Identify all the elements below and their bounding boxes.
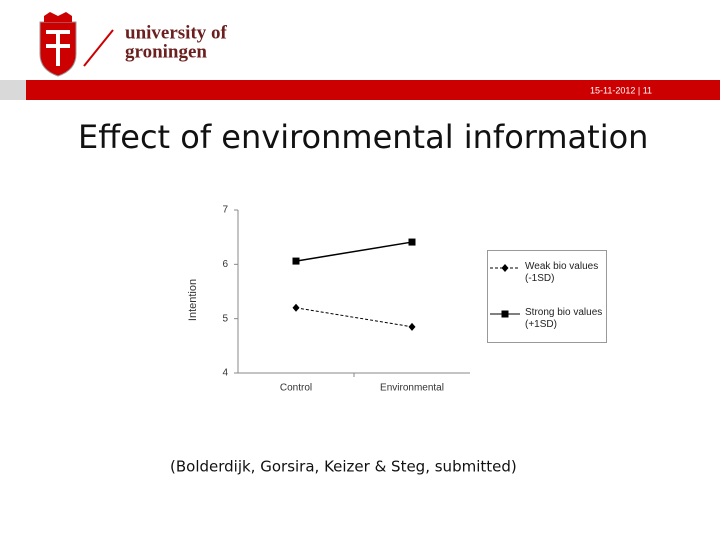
legend-label: Strong bio values (+1SD) xyxy=(525,307,603,330)
x-tick-label: Environmental xyxy=(380,383,444,394)
logo-slash xyxy=(83,29,114,67)
logo-shield xyxy=(39,12,77,77)
data-point xyxy=(408,322,416,331)
header-bar-left xyxy=(0,80,26,100)
legend-marker xyxy=(501,264,509,272)
slide-info: 15-11-2012 | 11 xyxy=(590,85,652,95)
x-tick-label: Control xyxy=(280,383,312,394)
series-line xyxy=(295,241,413,262)
legend-label: Weak bio values (-1SD) xyxy=(525,261,599,284)
logo-text: university of xyxy=(125,22,228,43)
legend-marker xyxy=(501,310,509,318)
y-tick-label: 6 xyxy=(222,259,228,270)
logo-text: groningen xyxy=(125,41,207,62)
header-bar xyxy=(26,80,720,100)
y-axis-label: Intention xyxy=(187,279,199,321)
chart: 4 5 6 7 Intention Control Environmental xyxy=(187,205,520,394)
slide-title: Effect of environmental information xyxy=(78,118,648,156)
y-tick-label: 4 xyxy=(222,368,228,379)
data-point xyxy=(408,238,416,246)
series-line xyxy=(295,307,413,328)
y-tick-label: 7 xyxy=(222,205,228,216)
citation: (Bolderdijk, Gorsira, Keizer & Steg, sub… xyxy=(170,458,517,476)
y-tick-label: 5 xyxy=(222,313,228,324)
data-point xyxy=(292,303,300,312)
data-point xyxy=(292,257,300,265)
legend xyxy=(487,250,607,343)
